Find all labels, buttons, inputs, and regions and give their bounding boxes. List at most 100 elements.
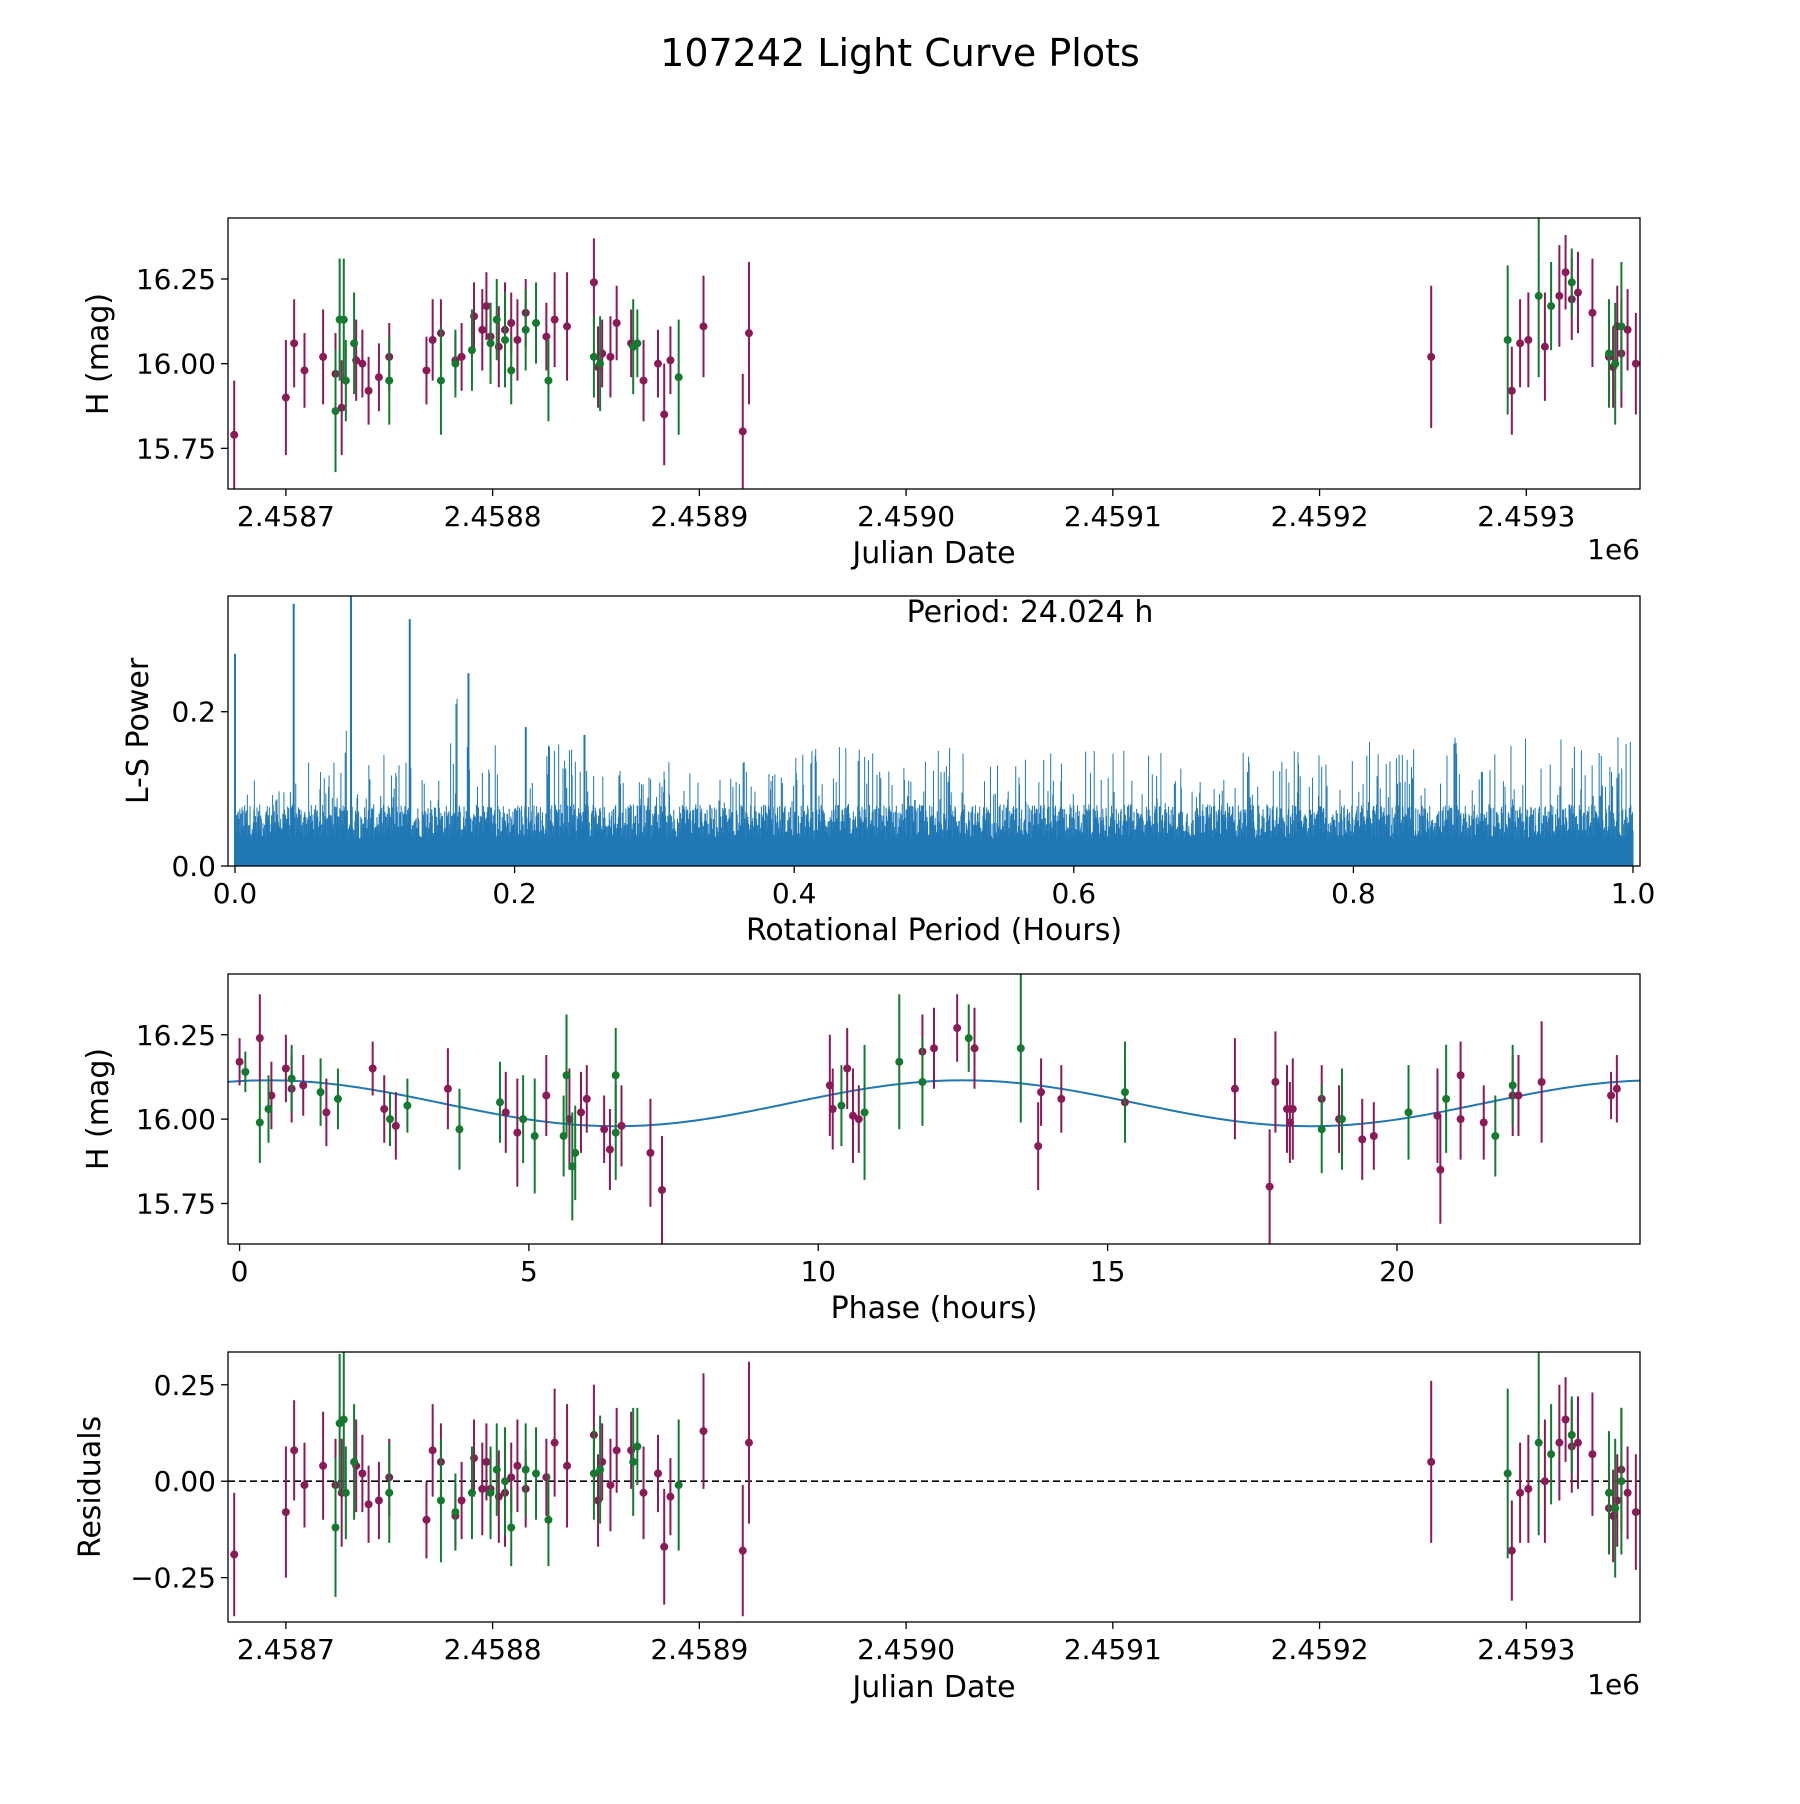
phased-marks bbox=[228, 974, 1640, 1244]
periodogram-ylabel: L-S Power bbox=[121, 657, 156, 804]
data-point-r bbox=[290, 339, 299, 348]
data-point-r bbox=[1524, 1484, 1533, 1493]
data-point-r bbox=[358, 359, 367, 368]
periodogram-axes-frame bbox=[227, 595, 1641, 867]
data-point-r bbox=[1561, 268, 1570, 277]
residuals-ylabel: Residuals bbox=[73, 1416, 108, 1558]
data-point-g bbox=[532, 319, 541, 328]
lightcurve-xlabel: Julian Date bbox=[850, 536, 1015, 571]
data-point-r bbox=[299, 1081, 308, 1090]
data-point-r bbox=[1631, 1508, 1640, 1517]
data-point-g bbox=[331, 1523, 340, 1532]
data-point-r bbox=[507, 319, 516, 328]
y-tick-label: 15.75 bbox=[136, 1188, 216, 1221]
data-point-r bbox=[501, 1108, 510, 1117]
data-point-r bbox=[738, 427, 747, 436]
data-point-r bbox=[1555, 1438, 1564, 1447]
residuals-xlabel: Julian Date bbox=[850, 1670, 1015, 1705]
data-point-r bbox=[612, 319, 621, 328]
data-point-r bbox=[666, 1492, 675, 1501]
data-point-g bbox=[918, 1078, 927, 1086]
period-annotation: Period: 24.024 h bbox=[907, 595, 1154, 630]
data-point-g bbox=[1547, 302, 1556, 311]
data-point-r bbox=[542, 332, 551, 341]
data-point-r bbox=[380, 1105, 389, 1113]
data-point-r bbox=[281, 1508, 290, 1517]
data-point-g bbox=[350, 339, 359, 348]
data-point-r bbox=[1514, 1091, 1523, 1100]
x-tick-label: 2.4587 bbox=[237, 500, 335, 533]
data-point-r bbox=[457, 1496, 466, 1505]
data-point-r bbox=[319, 1461, 328, 1470]
data-point-r bbox=[374, 373, 383, 382]
x-tick-label: 0 bbox=[231, 1255, 249, 1288]
data-point-g bbox=[1317, 1125, 1326, 1134]
data-point-r bbox=[1524, 335, 1533, 344]
data-point-g bbox=[486, 339, 495, 348]
data-point-g bbox=[451, 1508, 460, 1517]
data-point-g bbox=[1442, 1094, 1451, 1103]
data-point-g bbox=[385, 376, 394, 385]
periodogram-xlabel: Rotational Period (Hours) bbox=[746, 913, 1122, 948]
lightcurve-x-offset: 1e6 bbox=[1587, 533, 1640, 566]
data-point-r bbox=[617, 1121, 626, 1130]
data-point-g bbox=[436, 376, 445, 385]
data-point-r bbox=[550, 315, 559, 324]
data-point-g bbox=[1016, 1044, 1025, 1053]
data-point-g bbox=[589, 352, 598, 361]
data-point-g bbox=[1491, 1132, 1500, 1140]
periodogram-ticks: 0.0 0.2 0.4 0.6 0.8 1.0 0.0 0.2 bbox=[171, 696, 1655, 910]
y-tick-label: 0.0 bbox=[171, 850, 216, 883]
data-point-g bbox=[1404, 1108, 1413, 1117]
data-point-r bbox=[368, 1064, 377, 1073]
data-point-r bbox=[970, 1044, 979, 1053]
data-point-r bbox=[1588, 1450, 1597, 1459]
data-point-g bbox=[1534, 291, 1543, 300]
data-point-r bbox=[235, 1057, 244, 1066]
data-point-r bbox=[828, 1105, 837, 1113]
data-point-r bbox=[322, 1108, 331, 1117]
data-point-r bbox=[550, 1438, 559, 1447]
data-point-g bbox=[519, 1115, 528, 1124]
x-tick-label: 15 bbox=[1090, 1255, 1126, 1288]
y-tick-label: 16.25 bbox=[136, 263, 216, 296]
data-point-r bbox=[612, 1446, 621, 1455]
x-tick-label: 10 bbox=[800, 1255, 836, 1288]
data-point-r bbox=[478, 1484, 487, 1493]
data-point-r bbox=[738, 1546, 747, 1555]
lightcurve-ticks: 2.4587 2.4588 2.4589 2.4590 2.4591 2.4592 2.45… bbox=[136, 263, 1575, 533]
data-point-g bbox=[530, 1132, 539, 1140]
data-point-r bbox=[577, 1108, 585, 1117]
data-point-g bbox=[1611, 359, 1620, 368]
data-point-r bbox=[300, 366, 309, 375]
data-point-r bbox=[589, 278, 598, 287]
data-point-g bbox=[333, 1094, 342, 1103]
data-point-r bbox=[563, 322, 572, 331]
y-tick-label: 16.25 bbox=[136, 1019, 216, 1052]
data-point-r bbox=[319, 352, 328, 361]
x-tick-label: 2.4592 bbox=[1271, 500, 1369, 533]
data-point-r bbox=[1479, 1118, 1488, 1127]
y-tick-label: 0.00 bbox=[154, 1465, 216, 1498]
data-point-g bbox=[611, 1128, 620, 1137]
data-point-r bbox=[281, 1064, 290, 1073]
x-tick-label: 1.0 bbox=[1611, 877, 1656, 910]
data-point-g bbox=[1534, 1438, 1543, 1447]
data-point-r bbox=[1540, 342, 1549, 351]
data-point-r bbox=[513, 1461, 522, 1470]
data-point-r bbox=[1271, 1078, 1280, 1086]
panel-lightcurve: 2.4587 2.4588 2.4589 2.4590 2.4591 2.4592 2.45… bbox=[81, 217, 1641, 571]
data-point-r bbox=[848, 1111, 857, 1120]
panel-residuals: 2.4587 2.4588 2.4589 2.4590 2.4591 2.4592 2.45… bbox=[73, 1351, 1641, 1705]
data-point-r bbox=[428, 1446, 437, 1455]
data-point-r bbox=[255, 1034, 264, 1043]
data-point-g bbox=[331, 407, 340, 416]
x-tick-label: 2.4591 bbox=[1064, 500, 1162, 533]
data-point-g bbox=[633, 339, 642, 348]
x-tick-label: 2.4593 bbox=[1477, 1633, 1575, 1666]
data-point-r bbox=[1607, 1091, 1616, 1100]
x-tick-label: 0.6 bbox=[1052, 877, 1097, 910]
data-point-g bbox=[1120, 1088, 1129, 1097]
data-point-r bbox=[374, 1496, 383, 1505]
